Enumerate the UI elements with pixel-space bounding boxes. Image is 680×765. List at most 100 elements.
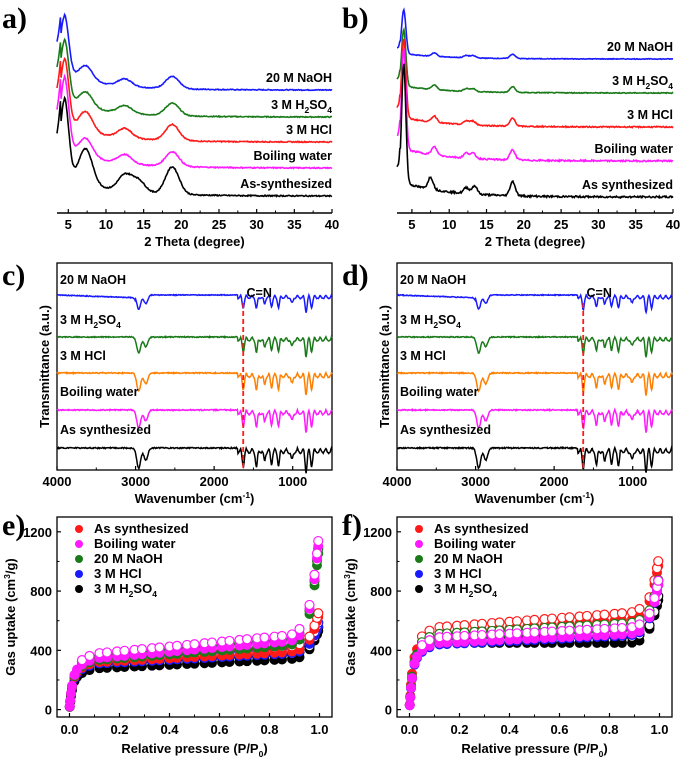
legend-label: 20 M NaOH	[434, 551, 503, 566]
x-tick-label: 0.4	[160, 722, 179, 737]
desorption-point	[634, 619, 645, 630]
series-line	[56, 370, 333, 396]
xrd-chart-0: 5 10 15 20 25 30 35 40 2 Theta (degree) 20 M NaOH…	[56, 12, 339, 249]
x-tick-label: 4000	[43, 474, 72, 489]
x-tick-label: 40	[325, 217, 339, 232]
series-label: 20 M NaOH	[607, 40, 673, 54]
series-line	[396, 292, 673, 315]
isotherm-chart-5: 0.0 0.2 0.4 0.6 0.8 1.0 0 400 800 1200 Relative pr…	[342, 516, 673, 759]
desorption-point	[259, 632, 270, 643]
x-tick-label: 0.0	[400, 722, 418, 737]
desorption-point	[616, 622, 628, 634]
desorption-point	[581, 624, 593, 635]
x-tick-label: 4000	[383, 474, 412, 489]
desorption-point	[616, 608, 628, 619]
legend-label: As synthesized	[434, 521, 529, 536]
adsorption-point	[405, 692, 416, 703]
series-line	[396, 334, 673, 358]
x-tick-label: 0.8	[260, 722, 278, 737]
x-axis-title: 2 Theta (degree)	[485, 234, 585, 249]
desorption-point	[304, 599, 315, 611]
series-line	[56, 73, 333, 170]
desorption-point	[634, 603, 645, 615]
legend-label: Boiling water	[94, 536, 176, 551]
panel-label: d)	[342, 259, 369, 292]
series-label: 3 M H2SO4	[612, 74, 673, 91]
desorption-point	[224, 635, 235, 647]
series-label: 20 M NaOH	[400, 273, 466, 287]
series-line	[56, 12, 333, 92]
desorption-point	[546, 613, 558, 624]
series-label: 3 M H2SO4	[400, 313, 461, 330]
desorption-point	[313, 608, 324, 619]
series-label: Boiling water	[400, 385, 479, 399]
legend-label: 3 M HCl	[434, 566, 482, 581]
desorption-point	[459, 630, 470, 642]
desorption-point	[416, 640, 428, 651]
y-tick-label: 1200	[363, 525, 392, 540]
cn-annotation: C=N	[587, 286, 612, 300]
desorption-point	[101, 647, 113, 658]
legend-label: As synthesized	[94, 521, 189, 536]
x-tick-label: 15	[136, 217, 150, 232]
desorption-point	[286, 629, 298, 640]
series-label: 20 M NaOH	[60, 273, 126, 287]
desorption-point	[189, 639, 200, 650]
series-line	[396, 38, 674, 129]
legend-label: 3 M H2SO4	[434, 581, 497, 599]
legend-marker	[75, 570, 83, 578]
y-tick-label: 800	[30, 584, 52, 599]
panel-label: a)	[2, 2, 27, 35]
desorption-point	[136, 644, 148, 655]
desorption-point	[313, 535, 324, 547]
desorption-point	[511, 616, 523, 627]
y-tick-label: 0	[45, 703, 52, 718]
series-label: Boiling water	[254, 149, 333, 163]
legend-label: 20 M NaOH	[94, 551, 163, 566]
x-tick-label: 0.2	[110, 722, 128, 737]
desorption-point	[644, 608, 655, 619]
x-axis-title: Relative pressure (P/P0)	[121, 741, 267, 759]
x-tick-label: 40	[666, 217, 680, 232]
x-tick-label: 20	[517, 217, 531, 232]
adsorption-point	[406, 682, 416, 693]
desorption-point	[441, 631, 453, 642]
cn-annotation: C=N	[247, 286, 272, 300]
desorption-point	[511, 628, 523, 639]
desorption-point	[424, 635, 435, 646]
y-tick-label: 400	[370, 643, 392, 658]
desorption-point	[529, 627, 540, 638]
y-tick-label: 400	[30, 643, 52, 658]
series-line	[396, 407, 673, 433]
x-tick-label: 1.0	[650, 722, 668, 737]
x-tick-label: 1000	[278, 474, 307, 489]
x-tick-label: 0.2	[450, 722, 468, 737]
x-tick-label: 3000	[461, 474, 490, 489]
legend-marker	[415, 540, 423, 548]
x-axis-title: Wavenumber (cm-1)	[475, 490, 595, 506]
series-line	[56, 56, 333, 144]
desorption-point	[154, 642, 165, 653]
desorption-point	[649, 593, 660, 604]
legend-label: 3 M H2SO4	[94, 581, 157, 599]
desorption-point	[119, 645, 130, 656]
desorption-point	[84, 650, 95, 662]
legend-marker	[75, 540, 83, 548]
x-tick-label: 0.8	[600, 722, 618, 737]
desorption-point	[653, 575, 664, 586]
panel-label: f)	[342, 509, 362, 542]
desorption-point	[653, 556, 664, 567]
ftir-chart-3: 4000 3000 2000 1000 Wavenumber (cm-1) Transmi…	[377, 262, 673, 506]
legend-marker	[415, 555, 423, 563]
series-line	[56, 445, 333, 474]
desorption-point	[276, 630, 288, 642]
series-label: 3 M H2SO4	[60, 313, 121, 330]
series-label: 3 M HCl	[60, 349, 106, 363]
x-tick-label: 25	[212, 217, 226, 232]
series-label: As synthesized	[400, 423, 491, 437]
series-line	[56, 292, 333, 313]
desorption-point	[476, 629, 488, 641]
x-tick-label: 5	[408, 217, 415, 232]
x-tick-label: 30	[591, 217, 605, 232]
desorption-point	[564, 612, 575, 623]
